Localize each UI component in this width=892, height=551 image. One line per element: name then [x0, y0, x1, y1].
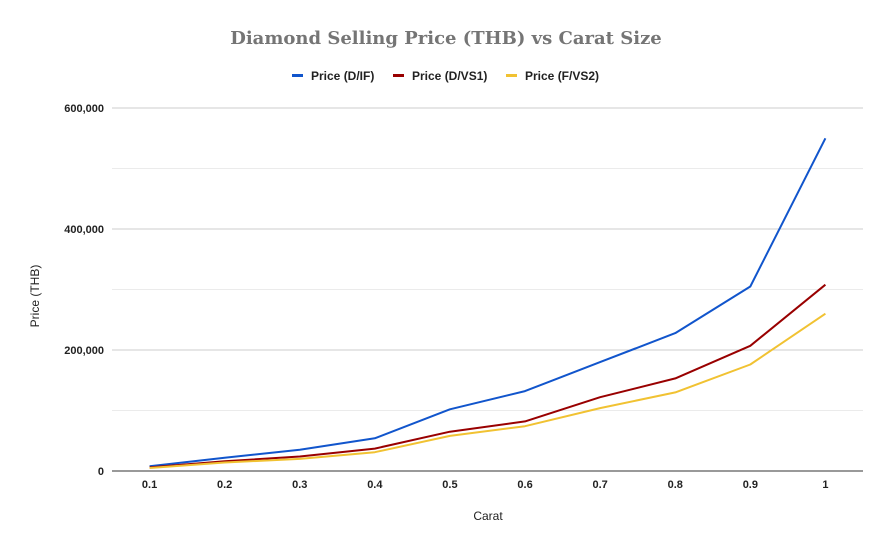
x-tick-label: 0.3: [292, 479, 307, 491]
x-tick-label: 0.7: [593, 479, 608, 491]
legend-label-3: Price (F/VS2): [525, 69, 599, 83]
x-tick-label: 0.9: [743, 479, 758, 491]
legend: Price (D/IF) Price (D/VS1) Price (F/VS2): [292, 69, 599, 83]
series-line-1: [149, 137, 827, 468]
legend-swatch-2: [393, 74, 404, 77]
x-tick-label: 0.6: [517, 479, 532, 491]
series-line-3: [149, 312, 826, 469]
gridlines: [112, 107, 863, 411]
y-axis-title: Price (THB): [28, 265, 42, 328]
x-tick-label: 0.2: [217, 479, 232, 491]
x-tick-label: 0.5: [442, 479, 457, 491]
axes: 0 200,000 400,000 600,000 0.1 0.2 0.3 0.4 0.5 0.6…: [64, 103, 863, 491]
legend-swatch-1: [292, 74, 303, 77]
y-tick-label: 0: [98, 466, 104, 478]
x-tick-label: 1: [822, 479, 828, 491]
legend-label-2: Price (D/VS1): [412, 69, 487, 83]
x-tick-label: 0.8: [668, 479, 683, 491]
y-tick-label: 200,000: [64, 345, 104, 357]
x-tick-label: 0.1: [142, 479, 157, 491]
y-tick-label: 600,000: [64, 103, 104, 115]
legend-swatch-3: [506, 74, 517, 77]
chart-title: Diamond Selling Price (THB) vs Carat Siz…: [230, 28, 662, 49]
legend-label-1: Price (D/IF): [311, 69, 374, 83]
y-tick-label: 400,000: [64, 224, 104, 236]
x-tick-label: 0.4: [367, 479, 383, 491]
x-axis-title: Carat: [473, 509, 503, 523]
series-line-2: [149, 283, 827, 469]
series-lines: [149, 137, 827, 469]
